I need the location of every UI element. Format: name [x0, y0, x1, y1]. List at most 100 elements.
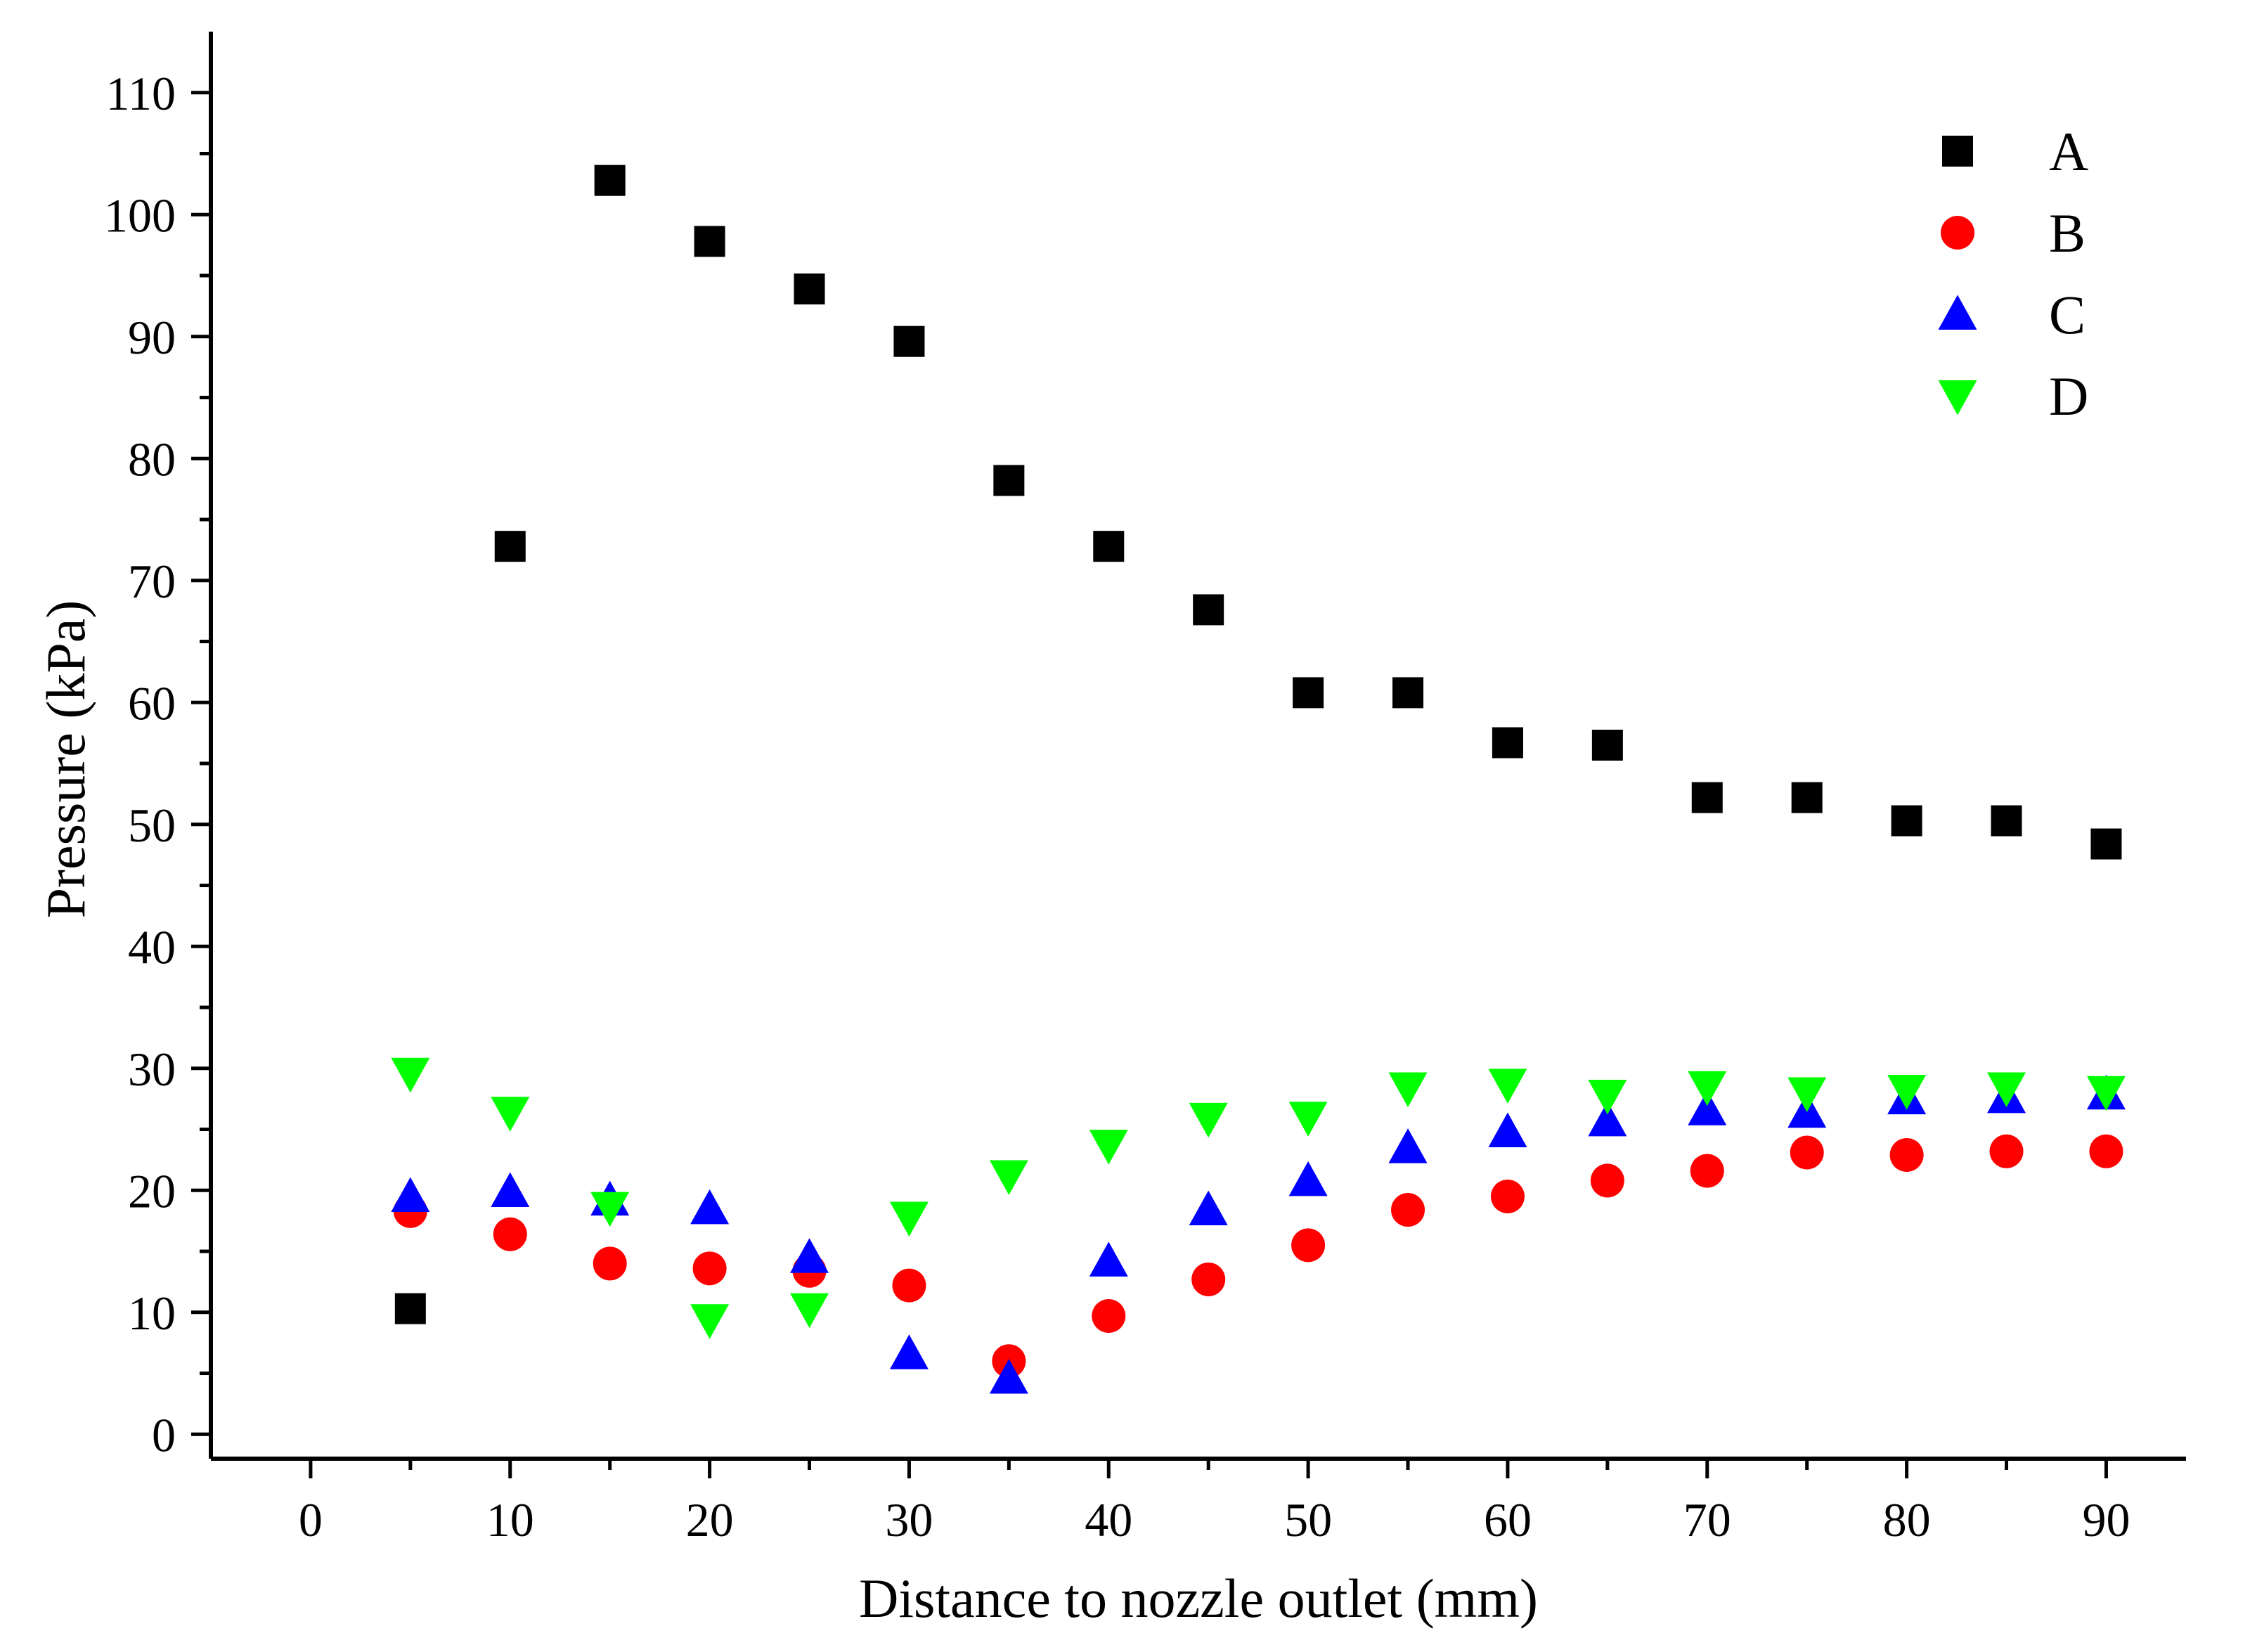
- y-tick-label: 50: [128, 799, 176, 852]
- data-points: [391, 164, 2126, 1394]
- x-tick-label: 30: [885, 1493, 933, 1547]
- point-b: [1291, 1228, 1326, 1263]
- point-b: [2089, 1134, 2123, 1168]
- axes: 0 10 20 30 40 50 60 70 80 90 0 10 20 30 40 50 60 70 80 90 10…: [104, 32, 2186, 1547]
- point-b: [493, 1217, 527, 1251]
- point-a: [1193, 594, 1224, 626]
- y-tick-label: 90: [128, 311, 176, 364]
- point-b: [1490, 1179, 1525, 1213]
- point-a: [893, 325, 925, 357]
- x-tick-label: 10: [486, 1493, 534, 1547]
- point-b: [593, 1246, 627, 1281]
- legend-marker-a: [1942, 136, 1973, 167]
- point-a: [1591, 730, 1623, 761]
- y-tick-label: 40: [128, 920, 176, 974]
- point-d: [1089, 1130, 1128, 1165]
- point-d: [1388, 1072, 1428, 1108]
- point-d: [1189, 1102, 1228, 1138]
- point-a: [794, 273, 825, 305]
- point-a: [694, 226, 725, 257]
- legend-label-c: C: [2049, 284, 2085, 345]
- point-a: [1691, 782, 1723, 813]
- y-tick-label: 30: [128, 1043, 176, 1096]
- point-d: [989, 1160, 1028, 1195]
- point-a: [1492, 727, 1523, 759]
- point-a: [993, 465, 1025, 496]
- point-b: [1690, 1154, 1724, 1188]
- y-tick-label: 0: [152, 1408, 176, 1461]
- point-c: [790, 1238, 829, 1273]
- x-tick-label: 40: [1085, 1493, 1132, 1547]
- legend-entry-a: A: [1942, 121, 2088, 182]
- point-d: [1588, 1079, 1627, 1115]
- point-b: [1590, 1163, 1624, 1198]
- point-b: [692, 1251, 727, 1286]
- point-d: [1887, 1075, 1927, 1110]
- point-b: [1191, 1262, 1226, 1296]
- point-c: [491, 1172, 530, 1208]
- x-axis-title: Distance to nozzle outlet (mm): [859, 1568, 1538, 1629]
- y-tick-label: 110: [106, 67, 176, 120]
- x-tick-label: 60: [1484, 1493, 1532, 1547]
- point-d: [1488, 1069, 1527, 1104]
- x-tick-label: 70: [1683, 1493, 1731, 1547]
- series-a: [394, 164, 2122, 1324]
- legend-entry-c: C: [1938, 284, 2085, 345]
- point-b: [1989, 1134, 2024, 1168]
- point-d: [1787, 1077, 1827, 1112]
- x-tick-label: 20: [686, 1493, 734, 1547]
- point-d: [1688, 1071, 1727, 1106]
- legend-label-b: B: [2049, 202, 2085, 264]
- point-c: [1488, 1112, 1527, 1148]
- y-tick-label: 80: [128, 432, 176, 486]
- point-b: [1391, 1193, 1425, 1227]
- point-c: [889, 1334, 929, 1369]
- point-a: [2090, 828, 2122, 860]
- point-c: [1189, 1190, 1228, 1226]
- point-a: [1991, 805, 2022, 837]
- point-d: [491, 1097, 530, 1132]
- series-c: [391, 1074, 2126, 1394]
- point-c: [1089, 1241, 1128, 1277]
- point-d: [790, 1293, 829, 1329]
- point-d: [1288, 1102, 1328, 1137]
- legend-label-a: A: [2049, 121, 2088, 182]
- point-b: [1790, 1135, 1824, 1170]
- x-tick-label: 50: [1284, 1493, 1332, 1547]
- legend-marker-d: [1938, 380, 1977, 415]
- y-tick-label: 20: [128, 1164, 176, 1218]
- y-tick-label: 70: [128, 555, 176, 608]
- point-a: [1293, 677, 1324, 709]
- series-b: [393, 1134, 2123, 1379]
- point-c: [391, 1177, 430, 1212]
- point-d: [889, 1201, 929, 1237]
- y-tick-label: 60: [128, 676, 176, 730]
- point-c: [989, 1358, 1028, 1394]
- point-d: [690, 1304, 730, 1339]
- point-a: [494, 531, 526, 562]
- y-axis-title: Pressure (kPa): [35, 600, 96, 919]
- point-b: [892, 1268, 926, 1303]
- y-tick-label: 10: [128, 1286, 176, 1340]
- point-a: [1093, 531, 1125, 562]
- x-tick-label: 80: [1883, 1493, 1931, 1547]
- legend-entry-b: B: [1941, 202, 2085, 264]
- legend-marker-c: [1938, 295, 1977, 330]
- point-c: [690, 1189, 730, 1225]
- x-tick-label: 90: [2082, 1493, 2130, 1547]
- x-tick-label: 0: [299, 1493, 323, 1547]
- point-d: [2086, 1076, 2126, 1111]
- legend-entry-d: D: [1938, 366, 2088, 427]
- point-a: [1891, 805, 1922, 837]
- point-d: [1987, 1072, 2026, 1108]
- series-d: [391, 1057, 2126, 1339]
- point-a: [394, 1293, 426, 1324]
- point-b: [1092, 1299, 1126, 1333]
- point-a: [1791, 782, 1823, 813]
- point-c: [1388, 1128, 1428, 1163]
- y-tick-label: 100: [104, 188, 176, 242]
- point-a: [1392, 677, 1424, 709]
- point-d: [590, 1192, 630, 1227]
